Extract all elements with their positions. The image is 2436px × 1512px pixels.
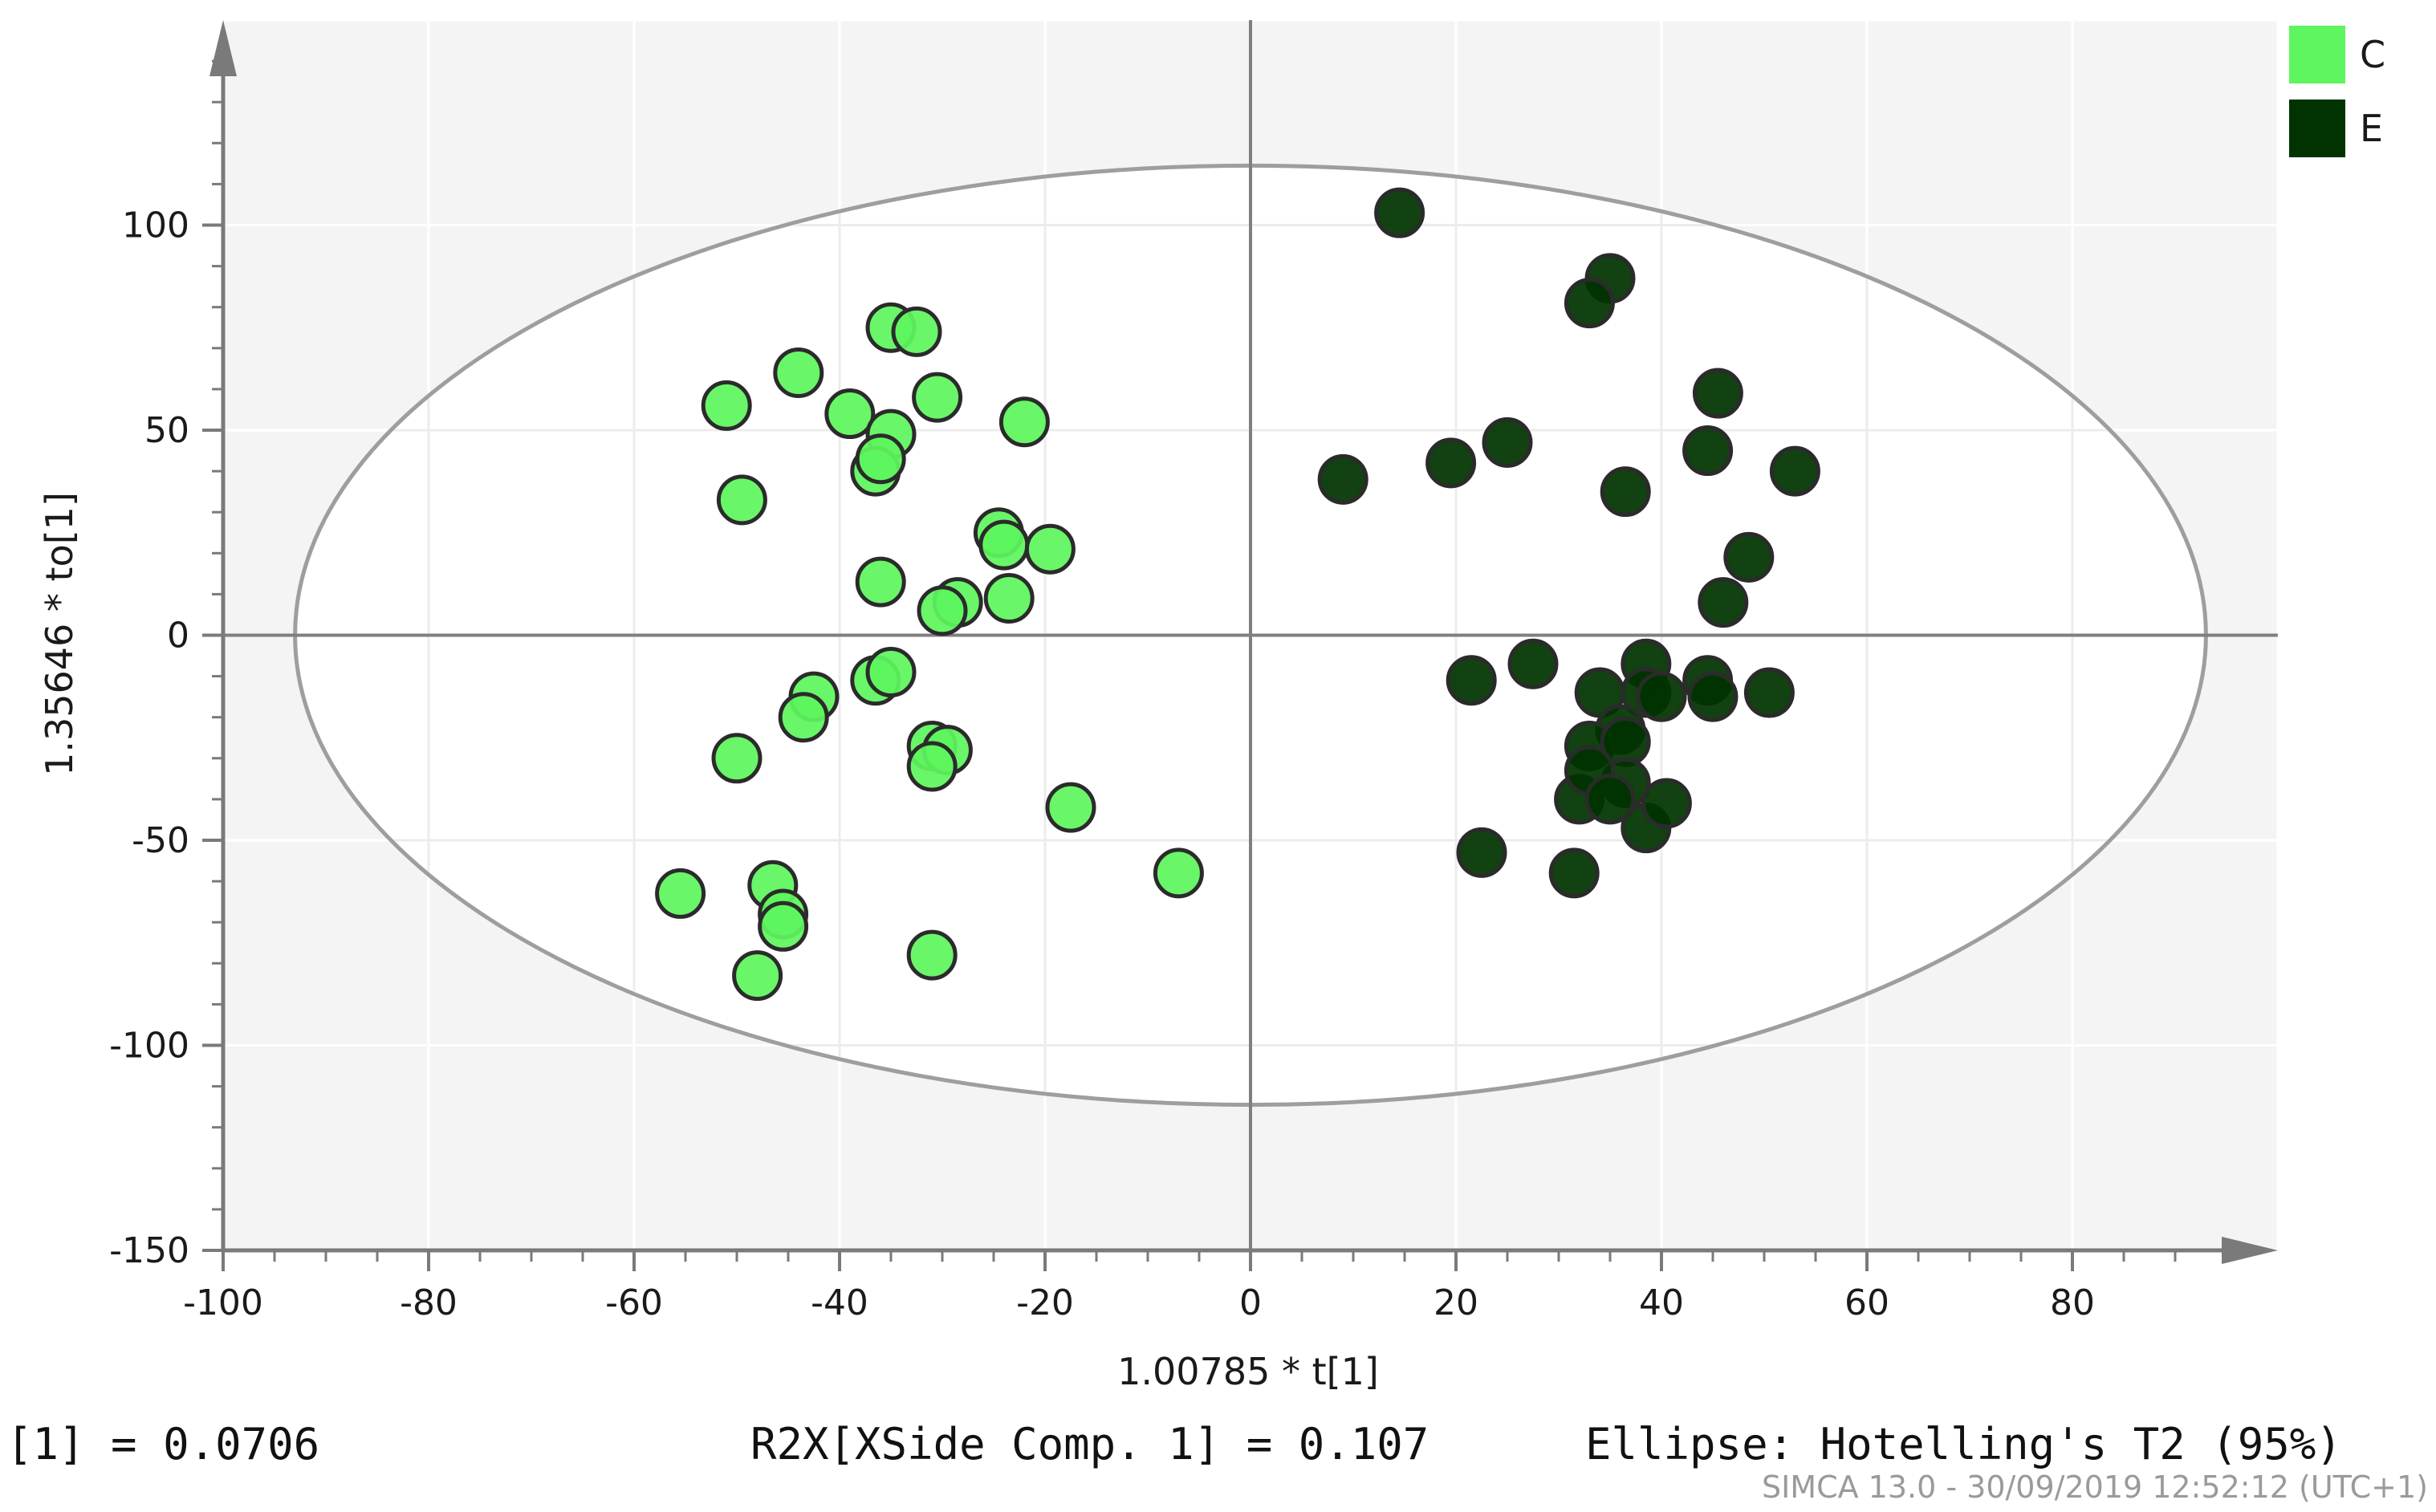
data-point-E <box>1564 278 1615 329</box>
axes: -100 -80 -60 -40 -20 0 20 40 60 80 -150 -100 -50 0 50 1… <box>109 20 2278 1323</box>
data-point-C <box>773 347 824 398</box>
data-point-E <box>1636 671 1687 722</box>
legend: CE <box>2289 26 2385 157</box>
y-tick-label: 0 <box>167 616 189 656</box>
data-point-E <box>1600 466 1651 518</box>
data-point-E <box>1425 437 1477 489</box>
data-point-E <box>1769 445 1820 497</box>
data-point-C <box>906 741 958 792</box>
x-axis-arrow <box>2222 1237 2278 1264</box>
data-point-C <box>716 474 767 526</box>
data-point-E <box>1446 655 1497 706</box>
data-point-E <box>1507 638 1559 689</box>
data-point-C <box>758 900 809 952</box>
data-point-C <box>891 306 942 357</box>
data-point-E <box>1641 778 1692 829</box>
data-point-E <box>1698 577 1749 628</box>
footer-left-stat: [1] = 0.0706 <box>6 1419 319 1469</box>
footer-ellipse-label: Ellipse: Hotelling's T2 (95%) <box>1585 1419 2342 1469</box>
x-tick-label: -20 <box>1016 1282 1074 1323</box>
data-point-E <box>1723 531 1775 583</box>
data-point-E <box>1743 667 1795 718</box>
data-point-E <box>1317 453 1368 505</box>
data-point-C <box>701 380 752 431</box>
y-tick-label: 50 <box>144 410 189 451</box>
data-point-C <box>865 646 917 697</box>
data-point-C <box>998 396 1050 448</box>
data-point-C <box>917 585 968 636</box>
x-tick-label: 0 <box>1239 1282 1262 1323</box>
data-point-E <box>1482 417 1533 468</box>
data-point-C <box>1045 782 1096 833</box>
data-point-C <box>912 372 963 423</box>
y-tick-label: -50 <box>132 820 189 861</box>
legend-label-E: E <box>2360 107 2383 150</box>
y-axis-title: 1.35646 * to[1] <box>38 492 81 776</box>
footer-middle-stat: R2X[XSide Comp. 1] = 0.107 <box>750 1419 1429 1469</box>
data-point-C <box>983 573 1035 624</box>
x-tick-label: 60 <box>1844 1282 1889 1323</box>
data-point-E <box>1687 671 1739 722</box>
legend-swatch-E <box>2289 100 2345 157</box>
x-axis-title: 1.00785 * t[1] <box>1117 1350 1379 1393</box>
data-point-C <box>655 868 706 919</box>
y-tick-label: 100 <box>122 205 189 246</box>
y-tick-label: -100 <box>109 1026 189 1067</box>
data-point-E <box>1374 187 1425 238</box>
data-point-C <box>855 556 906 608</box>
x-tick-label: 40 <box>1639 1282 1684 1323</box>
y-tick-label: -150 <box>109 1230 189 1271</box>
data-point-E <box>1692 368 1743 419</box>
data-point-C <box>1153 847 1204 899</box>
x-tick-label: -100 <box>183 1282 263 1323</box>
data-point-C <box>711 733 763 784</box>
data-point-C <box>824 388 876 440</box>
data-point-C <box>978 519 1030 571</box>
plot-area <box>222 18 2279 1252</box>
data-point-E <box>1456 827 1507 878</box>
data-point-C <box>778 692 829 743</box>
data-point-C <box>1024 523 1076 575</box>
data-point-C <box>906 929 958 981</box>
data-point-E <box>1584 774 1636 825</box>
data-point-C <box>732 950 783 1002</box>
data-point-E <box>1548 847 1600 899</box>
series-E <box>1317 187 1820 899</box>
legend-label-C: C <box>2360 33 2385 76</box>
x-tick-label: -60 <box>605 1282 663 1323</box>
software-timestamp: SIMCA 13.0 - 30/09/2019 12:52:12 (UTC+1) <box>1762 1469 2428 1505</box>
x-tick-label: -80 <box>400 1282 458 1323</box>
data-point-C <box>855 433 906 485</box>
legend-swatch-C <box>2289 26 2345 83</box>
x-tick-label: -40 <box>811 1282 868 1323</box>
x-tick-label: 20 <box>1434 1282 1478 1323</box>
series-C <box>655 302 1204 1002</box>
data-point-E <box>1682 425 1734 477</box>
x-tick-label: 80 <box>2050 1282 2095 1323</box>
data-points <box>655 187 1820 1002</box>
